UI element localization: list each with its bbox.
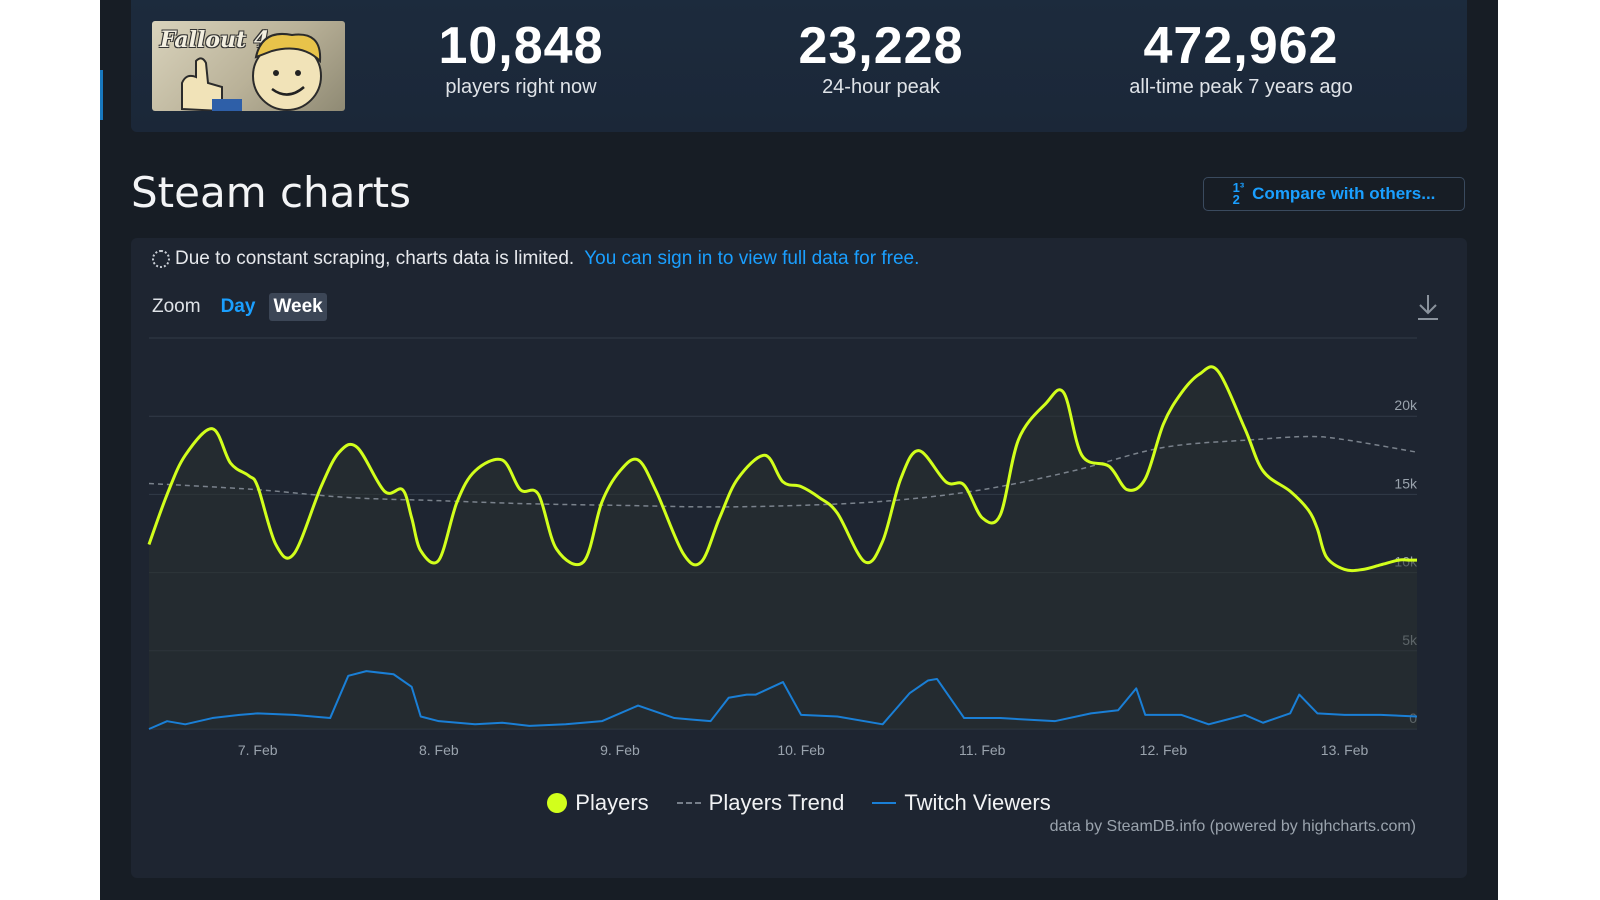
dashed-line-icon [676,802,701,804]
x-tick-label: 13. Feb [1321,742,1369,758]
zoom-week-button[interactable]: Week [269,293,327,321]
compare-button[interactable]: 1³ 2 Compare with others... [1203,177,1465,211]
download-icon[interactable] [1416,293,1440,321]
stats-header: Fallout 4 10,848 players right now 23,22… [131,0,1467,132]
twitch-viewers-line [148,670,1418,730]
stat-value: 10,848 [438,17,604,75]
stat-label: players right now [445,76,597,98]
line-icon [872,802,897,804]
loading-icon [152,250,170,268]
x-tick-label: 11. Feb [959,742,1006,758]
stat-current-players: 10,848 players right now [361,16,681,99]
legend-players-label: Players [575,790,649,815]
section-title: Steam charts [131,168,412,217]
y-tick-label: 15k [1394,475,1418,491]
numbers-icon: 1³ 2 [1232,180,1245,207]
players-dot-icon [547,793,568,813]
sign-in-link[interactable]: You can sign in to view full data for fr… [584,248,920,269]
page: Fallout 4 10,848 players right now 23,22… [100,0,1498,900]
stat-24h-peak: 23,228 24-hour peak [721,16,1041,99]
x-tick-label: 10. Feb [777,742,825,758]
game-logo[interactable]: Fallout 4 [152,21,345,111]
zoom-label: Zoom [152,296,201,317]
stat-label: all-time peak 7 years ago [1129,76,1353,98]
players-area [149,366,1417,729]
x-tick-label: 8. Feb [419,742,459,758]
scroll-edge-indicator [100,70,103,120]
stat-all-time-peak: 472,962 all-time peak 7 years ago [1081,16,1401,99]
stat-value: 23,228 [798,17,964,75]
x-tick-label: 7. Feb [238,742,278,758]
players-line [147,365,1417,573]
notice-text: Due to constant scraping, charts data is… [175,248,575,269]
zoom-day-button[interactable]: Day [220,296,256,317]
chart-legend: Players Players Trend Twitch Viewers [100,790,1498,816]
legend-trend-label: Players Trend [708,790,845,815]
chart-credits[interactable]: data by SteamDB.info (powered by highcha… [1049,818,1416,835]
zoom-controls: Zoom Day Week [152,293,327,321]
players-trend-line [148,435,1418,508]
y-tick-label: 20k [1394,397,1418,413]
compare-button-label: Compare with others... [1252,184,1436,203]
stat-label: 24-hour peak [822,76,940,98]
legend-twitch-label: Twitch Viewers [904,790,1051,815]
game-logo-text: Fallout 4 [160,27,270,53]
limited-data-notice: Due to constant scraping, charts data is… [152,248,919,270]
vault-boy-icon [181,33,322,111]
x-tick-label: 9. Feb [600,742,640,758]
stat-value: 472,962 [1143,17,1339,75]
legend-trend[interactable]: Players Trend [676,790,845,816]
legend-players[interactable]: Players [547,790,649,816]
x-tick-label: 12. Feb [1140,742,1188,758]
legend-twitch[interactable]: Twitch Viewers [872,790,1051,816]
